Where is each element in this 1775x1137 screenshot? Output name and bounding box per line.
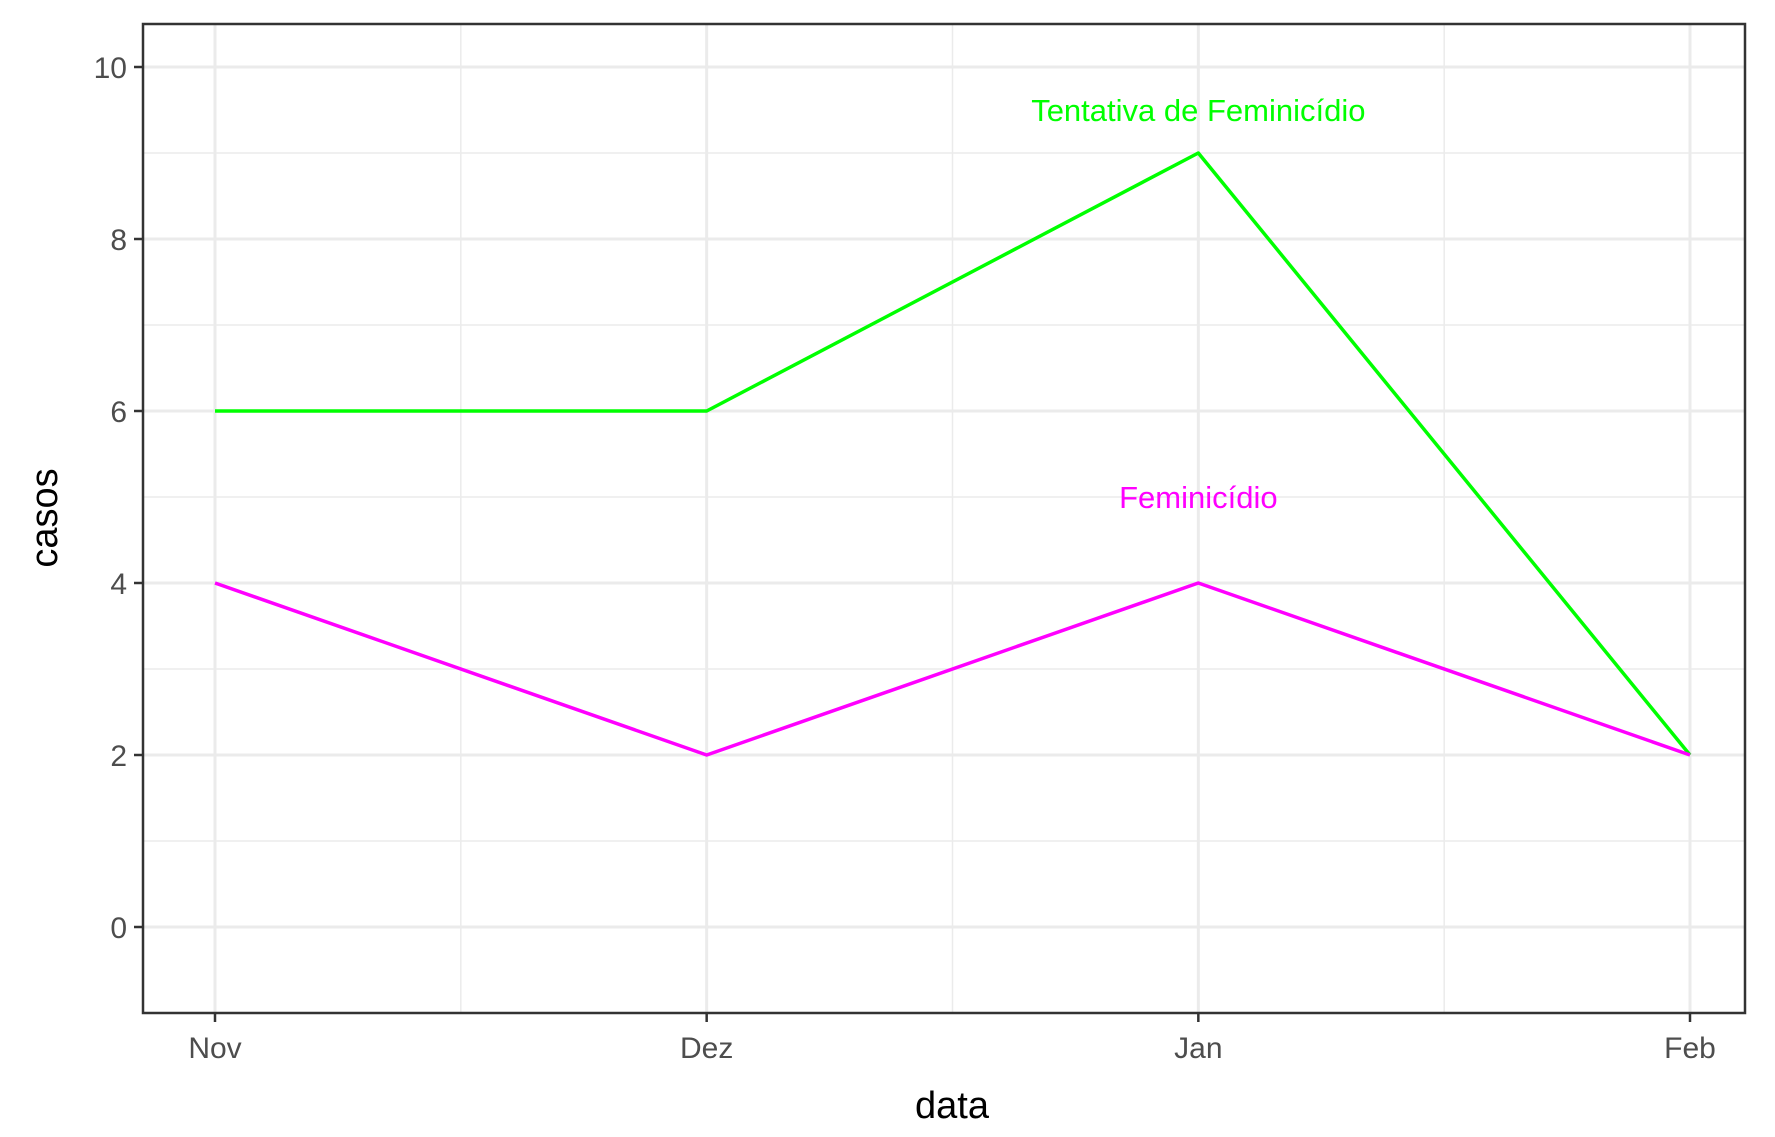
- y-tick-label: 4: [110, 568, 127, 601]
- y-tick-label: 10: [94, 52, 127, 85]
- axes: 0 2 4 6 8 10 Nov Dez Jan Feb: [94, 52, 1716, 1065]
- plot-panel-border: [141, 22, 1747, 1015]
- x-tick-label: Nov: [188, 1032, 241, 1065]
- x-tick-label: Dez: [680, 1032, 733, 1065]
- series-line-1: [215, 151, 1692, 757]
- y-axis-title: casos: [24, 468, 66, 567]
- x-tick-label: Jan: [1174, 1032, 1222, 1065]
- annotation-label-1: Tentativa de Feminicídio: [1031, 93, 1365, 128]
- grid: [143, 24, 1745, 1013]
- series-line-2: [214, 581, 1691, 757]
- y-tick-label: 6: [110, 396, 127, 429]
- y-tick-label: 0: [110, 912, 127, 945]
- series-lines: [214, 151, 1692, 757]
- annotation-label-2: Feminicídio: [1119, 480, 1278, 515]
- annotations: Tentativa de Feminicídio Feminicídio: [1031, 93, 1365, 515]
- y-tick-label: 8: [110, 224, 127, 257]
- y-tick-label: 2: [110, 740, 127, 773]
- x-axis-title: data: [915, 1085, 990, 1127]
- x-tick-label: Feb: [1664, 1032, 1716, 1065]
